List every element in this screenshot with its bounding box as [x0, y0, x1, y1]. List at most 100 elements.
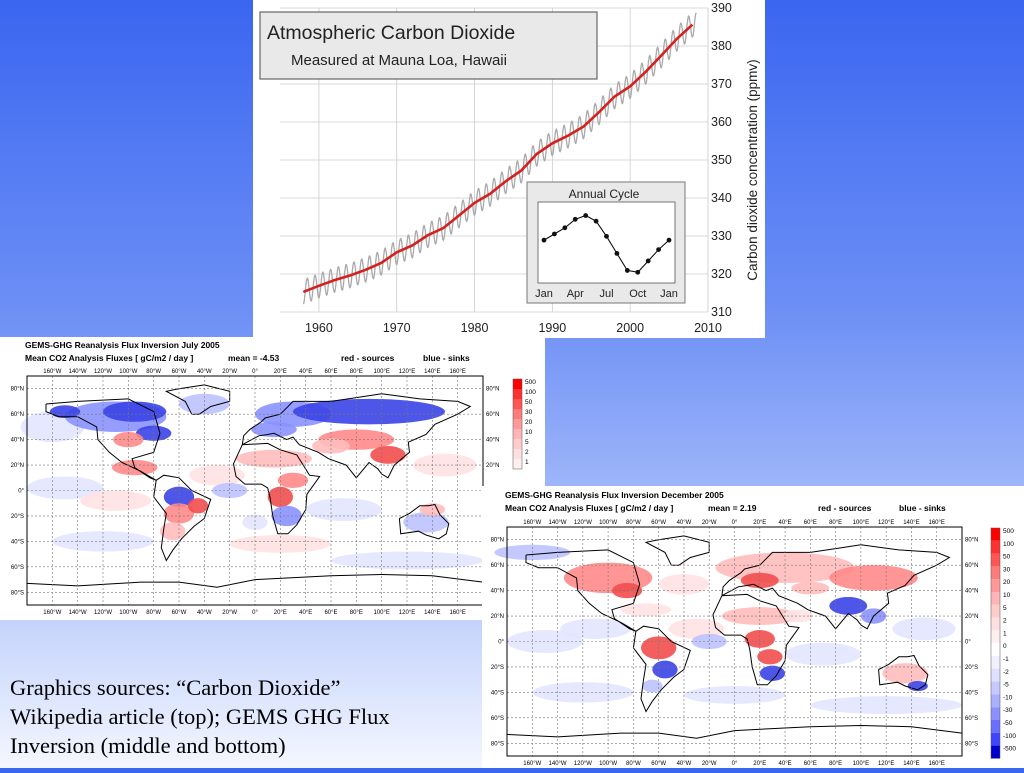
lat-label-left: 20°S: [11, 514, 24, 520]
flux-region: [759, 665, 786, 681]
flux-region: [829, 565, 918, 591]
y-tick-label: 330: [711, 229, 732, 243]
lon-label-bottom: 80°E: [829, 761, 842, 767]
colorbar-label: 100: [525, 389, 536, 396]
lon-label-bottom: 140°E: [903, 761, 919, 767]
caption-line: Graphics sources: “Carbon Dioxide”: [10, 675, 341, 700]
lat-label-right: 0°: [965, 640, 971, 646]
colorbar-label: 2: [1003, 618, 1007, 625]
lon-label-bottom: 100°E: [373, 610, 389, 616]
y-tick-label: 360: [711, 115, 732, 129]
colorbar-label: -30: [1003, 707, 1013, 714]
legend-sources: red - sources: [341, 353, 395, 363]
lon-label-top: 60°W: [172, 369, 187, 375]
colorbar-swatch: [991, 592, 1000, 605]
lon-label-top: 140°E: [424, 369, 440, 375]
lon-label-top: 100°E: [373, 369, 389, 375]
flux-region: [829, 596, 868, 615]
lat-label-left: 60°S: [491, 716, 504, 722]
coastline: [26, 573, 484, 588]
lon-label-bottom: 0°: [252, 610, 258, 616]
co2-chart: Atmospheric Carbon Dioxide Measured at M…: [259, 1, 760, 335]
coastline: [398, 503, 450, 540]
colorbar-swatch: [991, 553, 1000, 567]
lon-label-top: 60°W: [651, 520, 666, 526]
lon-label-top: 80°E: [829, 520, 842, 526]
lat-label-right: 20°S: [965, 665, 978, 671]
inset-point: [635, 269, 641, 275]
flux-region: [668, 618, 725, 639]
flux-region: [80, 490, 152, 511]
flux-map-july: GEMS-GHG Reanalysis Flux Inversion July …: [0, 337, 545, 620]
y-tick-label: 320: [711, 267, 732, 281]
colorbar-swatch: [991, 617, 1000, 631]
lat-label-right: 20°N: [965, 614, 978, 620]
lon-label-top: 160°W: [43, 369, 61, 375]
lat-label-left: 40°N: [491, 589, 504, 595]
title-box: [259, 11, 598, 80]
y-tick-label: 350: [711, 153, 732, 167]
flux-region: [160, 522, 186, 541]
colorbar-label: 50: [525, 399, 533, 406]
flux-region: [49, 405, 81, 418]
lat-label-right: 40°S: [965, 690, 978, 696]
colorbar-swatch: [991, 656, 1000, 669]
lon-label-top: 120°W: [574, 520, 592, 526]
lat-label-right: 60°S: [965, 716, 978, 722]
colorbar-swatch: [991, 540, 1000, 554]
lon-label-bottom: 20°W: [222, 610, 237, 616]
map-plot: 160°W160°W140°W140°W120°W120°W100°W100°W…: [11, 369, 537, 616]
flux-region: [370, 445, 406, 464]
coastline: [712, 593, 800, 686]
colorbar-label: 500: [1003, 528, 1014, 535]
flux-region: [560, 618, 631, 639]
lon-label-top: 80°W: [146, 369, 161, 375]
lon-label-bottom: 100°W: [599, 761, 617, 767]
colorbar-swatch: [513, 439, 522, 449]
lat-label-right: 80°S: [965, 741, 978, 747]
flux-region: [251, 421, 297, 438]
legend-sinks: blue - sinks: [899, 503, 946, 513]
inset-point: [624, 268, 630, 273]
legend-sources: red - sources: [818, 503, 872, 513]
inset-plot-area: [537, 201, 676, 284]
colorbar-label: 10: [1003, 592, 1011, 599]
colorbar-swatch: [991, 668, 1000, 682]
colorbar-swatch: [513, 379, 522, 389]
lat-label-right: 80°N: [965, 538, 978, 544]
lon-label-top: 60°E: [804, 520, 817, 526]
lon-label-bottom: 80°E: [350, 610, 363, 616]
lon-label-top: 20°W: [222, 369, 237, 375]
flux-region: [187, 498, 209, 514]
colorbar-frame: [990, 527, 1001, 759]
flux-region: [882, 663, 928, 684]
flux-region: [211, 482, 248, 499]
colorbar-label: 30: [525, 409, 533, 416]
inset-point: [552, 231, 557, 237]
colorbar-swatch: [991, 681, 1000, 695]
lon-label-top: 160°W: [523, 520, 541, 526]
colorbar-label: 20: [1003, 579, 1011, 586]
lat-label-left: 40°N: [11, 438, 24, 444]
flux-map-july-svg: GEMS-GHG Reanalysis Flux Inversion July …: [11, 340, 537, 616]
lon-label-bottom: 40°E: [779, 761, 792, 767]
lon-label-bottom: 140°W: [549, 761, 567, 767]
map-frame: [506, 526, 963, 757]
lon-label-top: 160°E: [449, 369, 465, 375]
inset-title: Annual Cycle: [569, 187, 640, 201]
flux-region: [189, 465, 245, 486]
inset-point: [604, 233, 609, 239]
inset-x-tick-label: Jul: [599, 288, 613, 300]
lon-label-bottom: 120°E: [878, 761, 894, 767]
flux-region: [277, 472, 309, 488]
coastline: [241, 393, 472, 479]
lat-label-left: 80°N: [11, 387, 24, 393]
colorbar-label: -2: [1003, 669, 1009, 676]
map-title: GEMS-GHG Reanalysis Flux Inversion Decem…: [505, 490, 724, 500]
inset-point: [614, 250, 620, 256]
colorbar-swatch: [513, 399, 522, 409]
lon-label-bottom: 60°E: [804, 761, 817, 767]
y-tick-label: 390: [711, 1, 732, 15]
caption-line: Wikipedia article (top); GEMS GHG Flux: [10, 704, 390, 729]
lon-label-top: 20°E: [753, 520, 766, 526]
